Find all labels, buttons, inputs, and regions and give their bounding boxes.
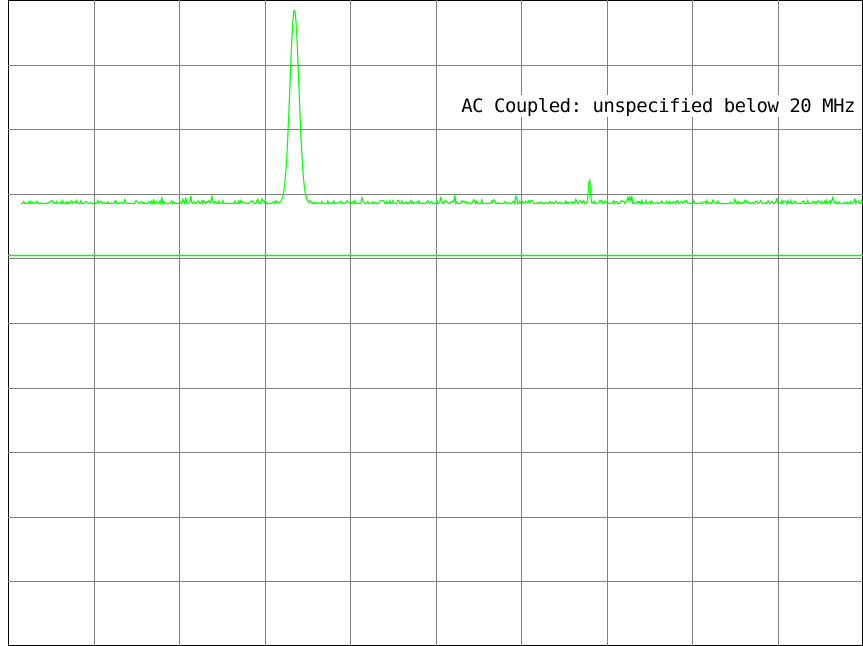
spectrum-trace: [20, 9, 863, 206]
coupling-annotation: AC Coupled: unspecified below 20 MHz: [461, 95, 855, 117]
